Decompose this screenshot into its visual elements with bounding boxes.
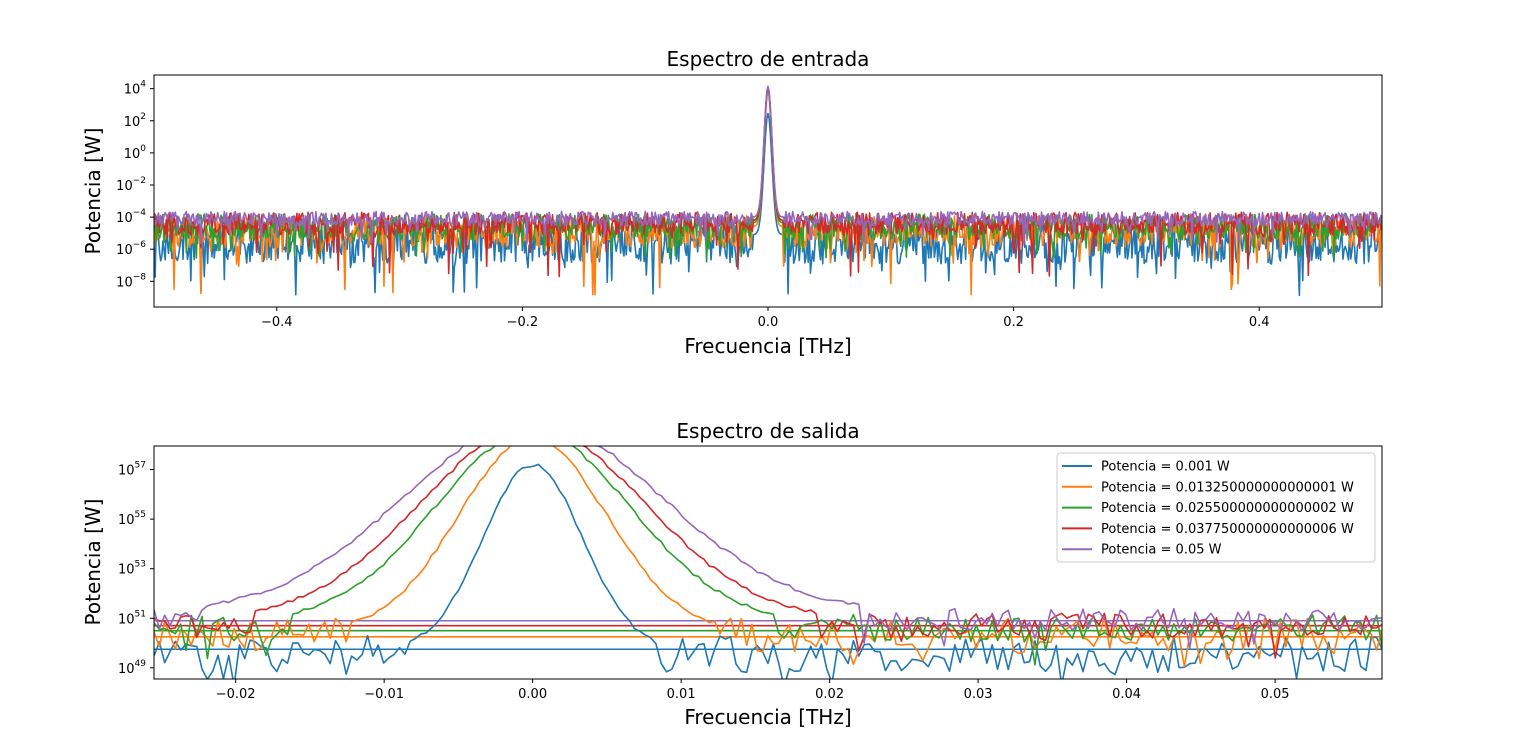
legend-label: Potencia = 0.05 W	[1101, 543, 1222, 558]
input-series-line	[154, 85, 1382, 245]
output-spectrum-ylabel: Potencia [W]	[81, 499, 105, 626]
input-spectrum-xlabel: Frecuencia [THz]	[684, 334, 851, 358]
input-spectrum-ylabel: Potencia [W]	[81, 128, 105, 255]
output-series-line	[154, 446, 1382, 666]
output-spectrum-x-ticks: −0.02 −0.01 0.00 0.01 0.02 0.03 0.04 0.05	[216, 679, 1290, 702]
input-spectrum-x-tick-label: 0.0	[758, 315, 779, 330]
input-spectrum-x-ticks: −0.4 −0.2 0.0 0.2 0.4	[261, 307, 1270, 330]
input-spectrum-chart: Espectro de entrada −0.4 −0.2 0.0 0.2 0.4 10…	[81, 47, 1383, 358]
legend-label: Potencia = 0.013250000000000001 W	[1101, 480, 1354, 495]
output-spectrum-x-tick-label: 0.03	[964, 687, 993, 702]
output-spectrum-series-group	[154, 446, 1382, 679]
output-series-line	[154, 463, 1382, 679]
output-spectrum-x-tick-label: 0.00	[518, 687, 547, 702]
output-spectrum-x-tick-label: 0.04	[1112, 687, 1141, 702]
output-spectrum-x-tick-label: 0.01	[667, 687, 696, 702]
legend-label: Potencia = 0.037750000000000006 W	[1101, 522, 1354, 537]
legend: Potencia = 0.001 W Potencia = 0.013250000…	[1056, 452, 1376, 563]
input-spectrum-x-tick-label: 0.2	[1003, 315, 1024, 330]
output-series-line	[154, 446, 1382, 649]
output-spectrum-xlabel: Frecuencia [THz]	[684, 705, 851, 729]
legend-box	[1056, 452, 1376, 563]
output-spectrum-chart: Espectro de salida −0.02 −0.01 0.00 0.01 0.0…	[81, 419, 1383, 729]
output-series-line	[154, 446, 1382, 668]
output-spectrum-x-tick-label: 0.02	[815, 687, 844, 702]
output-spectrum-x-tick-label: −0.02	[216, 687, 256, 702]
output-spectrum-plot-frame	[153, 445, 1383, 680]
legend-label: Potencia = 0.025500000000000002 W	[1101, 501, 1354, 516]
input-spectrum-x-tick-label: 0.4	[1249, 315, 1270, 330]
input-spectrum-x-tick-label: −0.2	[507, 315, 539, 330]
output-spectrum-x-tick-label: 0.05	[1261, 687, 1290, 702]
input-spectrum-title: Espectro de entrada	[667, 47, 870, 71]
output-series-line	[154, 446, 1382, 659]
output-spectrum-title: Espectro de salida	[676, 419, 859, 443]
input-series-line	[154, 112, 1382, 297]
output-spectrum-x-tick-label: −0.01	[364, 687, 404, 702]
input-spectrum-series-group	[154, 85, 1382, 297]
input-spectrum-x-tick-label: −0.4	[261, 315, 293, 330]
legend-label: Potencia = 0.001 W	[1101, 460, 1230, 475]
